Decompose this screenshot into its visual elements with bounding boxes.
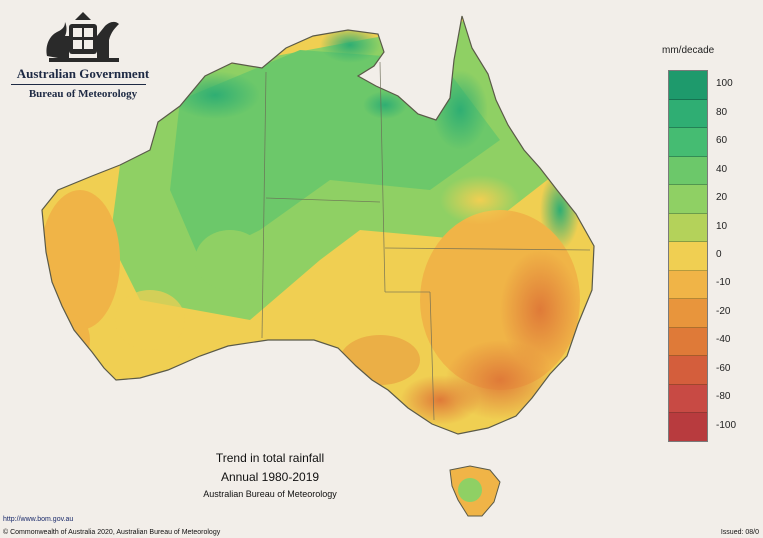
legend-swatch [669,99,707,129]
legend-tick-label: -40 [716,334,731,346]
legend-swatch [669,327,707,357]
coat-of-arms-logo: Australian Government Bureau of Meteorol… [3,2,163,112]
legend-swatch [669,356,707,385]
map-source: Australian Bureau of Meteorology [203,489,337,499]
coat-of-arms-icon [46,12,119,62]
tasmania-west-zone [458,478,482,502]
map-title: Trend in total rainfall [215,451,325,465]
legend-tick-label: 20 [716,192,728,204]
legend-swatch [669,71,707,100]
legend-tick-label: 80 [716,106,728,118]
legend-tick-label: -60 [716,362,731,374]
state-borders [261,61,591,421]
legend-unit: mm/decade [662,45,715,56]
legend-swatch [669,242,707,271]
legend-swatch [669,128,707,157]
legend-tick-label: -10 [716,277,731,289]
legend-tick-label: 100 [716,78,733,90]
map-period: Annual 1980-2019 [220,470,320,484]
government-label: Australian Government [16,66,150,81]
website-link[interactable]: http://www.bom.gov.au [3,516,74,523]
legend-swatch [669,185,707,214]
legend-tick-label: -80 [716,391,731,403]
divider [11,84,146,85]
legend-tick-label: -20 [716,305,731,317]
issued-date: Issued: 08/0 [720,529,759,536]
legend-swatch [669,384,707,414]
legend-swatch [669,213,707,243]
rainfall-field [42,16,594,434]
legend-tick-label: 10 [716,220,728,232]
copyright-text: © Commonwealth of Australia 2020, Austra… [3,529,221,536]
bureau-label: Bureau of Meteorology [28,88,138,100]
legend-swatch [669,156,707,186]
legend-tick-label: 40 [716,163,728,175]
legend-swatch [669,270,707,300]
legend-color-bar [668,70,708,442]
legend-swatch [669,299,707,328]
legend-swatch [669,413,707,441]
legend-tick-label: 0 [716,249,722,260]
legend-tick-label: 60 [716,135,728,147]
legend-tick-label: -100 [716,419,737,431]
